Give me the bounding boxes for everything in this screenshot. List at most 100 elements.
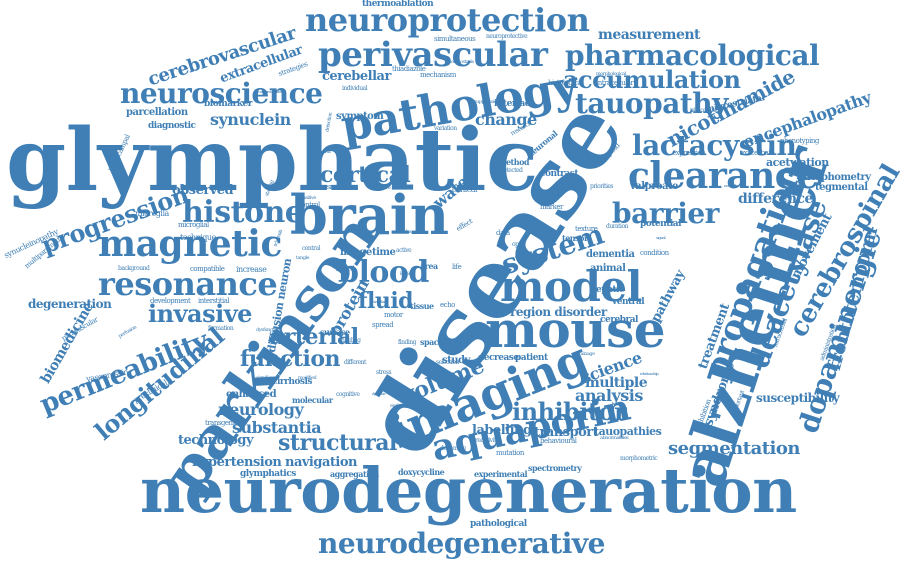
word: blood <box>338 255 429 290</box>
word: dementia <box>586 249 635 260</box>
word: neurodegenerative <box>318 527 605 560</box>
word: surface <box>320 327 350 337</box>
word: formation <box>208 325 234 332</box>
word: transport <box>534 425 599 440</box>
word: different <box>344 359 366 366</box>
word: variation <box>434 125 457 132</box>
word: based <box>336 265 355 273</box>
word: structural <box>278 430 397 456</box>
word: biomarker <box>204 99 253 109</box>
word: background <box>118 265 150 272</box>
word: measurement <box>598 27 701 43</box>
word: symptom <box>336 111 384 122</box>
word: cortical <box>320 162 411 188</box>
word: assessment <box>310 183 346 191</box>
word: motor <box>384 311 403 319</box>
word: method <box>498 157 530 167</box>
word: measure <box>372 185 391 191</box>
word: marker <box>540 203 563 211</box>
word: control <box>298 201 320 209</box>
word: valproate <box>630 181 678 192</box>
word: diagnostic <box>148 121 196 131</box>
word: time <box>372 247 396 258</box>
word: histone <box>182 195 304 230</box>
word: thermoablation <box>362 0 434 9</box>
word: duration <box>606 223 628 230</box>
word: morphological <box>596 71 626 77</box>
word: image <box>340 247 372 258</box>
word: invasive <box>148 299 252 328</box>
word: exacerbate <box>740 149 775 157</box>
word: observed <box>172 183 234 198</box>
word: neuroprotective <box>486 33 528 40</box>
word: segmentation <box>668 438 800 459</box>
word: technique <box>180 233 216 242</box>
word: sensitive <box>298 195 316 201</box>
word: clinical <box>452 185 478 194</box>
word: pathway <box>648 267 689 326</box>
word: tegmental <box>815 182 868 193</box>
word: condition <box>640 249 669 257</box>
word: pharmacological <box>565 39 820 72</box>
word: substantia <box>232 418 322 437</box>
word: tangle <box>296 255 309 261</box>
word: tauopathy <box>575 87 728 120</box>
word: barrier <box>612 197 719 230</box>
word: spread <box>372 321 394 329</box>
word: behavioural <box>540 437 577 445</box>
word: contrast <box>540 169 578 179</box>
word: enhanced <box>226 389 277 400</box>
word: perfusion <box>117 324 138 340</box>
word: homeostasis <box>448 59 474 65</box>
word: susceptibility <box>756 391 840 405</box>
word: glymphatics <box>240 469 296 479</box>
word: piracetam <box>690 107 717 114</box>
word: dynamic <box>372 391 386 396</box>
word: model <box>500 262 643 311</box>
word: phenotyping <box>780 137 819 145</box>
word: parcellation <box>126 107 188 118</box>
word: intracellular <box>596 79 634 87</box>
word: perivascular <box>318 35 548 75</box>
word: acetylation <box>766 156 829 169</box>
word: echo <box>440 301 455 309</box>
word: microglia <box>135 209 169 218</box>
word: life <box>452 263 462 271</box>
word: neuroscience <box>120 77 323 110</box>
word: multiple <box>585 375 648 391</box>
word: data <box>496 229 510 237</box>
word: suppression <box>474 99 500 105</box>
word: dysfunction <box>256 327 281 333</box>
word: drainage <box>576 351 595 357</box>
word: area <box>420 261 438 271</box>
word: cerebellar <box>322 69 391 84</box>
word: accumulation <box>563 65 741 94</box>
word: mutation <box>496 449 524 457</box>
word: mouse <box>485 300 666 359</box>
word: difference <box>738 191 813 207</box>
word: central <box>302 245 321 252</box>
word: cerebral <box>600 315 638 325</box>
word: transgenic <box>205 419 238 427</box>
word: hepatic <box>590 285 624 295</box>
word: development <box>150 297 191 305</box>
word: compatible <box>190 265 225 273</box>
word: lactacystin <box>632 129 797 162</box>
word: cisterna <box>318 149 331 154</box>
word: reduced <box>400 229 418 235</box>
word: molecular <box>292 395 333 405</box>
word: tensor <box>562 233 588 243</box>
word: tissue <box>410 301 434 311</box>
word: optic <box>512 241 525 248</box>
word: active <box>396 247 412 254</box>
word: cirrhosis <box>272 377 312 387</box>
word: neurodegeneration <box>140 454 797 527</box>
word: priorities <box>590 183 614 190</box>
word: labeling <box>340 337 361 344</box>
word: technology <box>178 433 254 448</box>
word: labelling <box>472 423 532 438</box>
word: inhibitor <box>512 397 627 426</box>
word: texture <box>575 225 598 233</box>
word: reactivity <box>475 437 499 444</box>
word: synuclein <box>210 110 291 129</box>
